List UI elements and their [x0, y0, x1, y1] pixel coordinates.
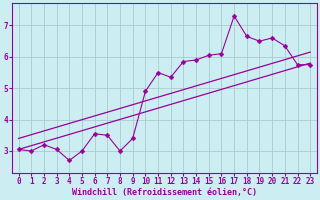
X-axis label: Windchill (Refroidissement éolien,°C): Windchill (Refroidissement éolien,°C) — [72, 188, 257, 197]
